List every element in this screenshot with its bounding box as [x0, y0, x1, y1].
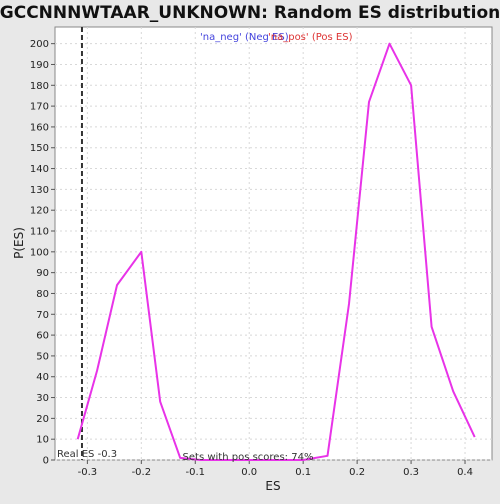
series-line [76, 42, 476, 461]
legend: 'na_neg' (Neg ES)'na_pos' (Pos ES) [200, 32, 353, 43]
x-tick-label: 0.3 [403, 467, 419, 478]
y-tick-label: 30 [36, 393, 49, 404]
x-tick-label: 0.2 [349, 467, 365, 478]
y-tick-label: 180 [30, 81, 49, 92]
grid-lines [55, 27, 492, 461]
x-axis-label: ES [265, 479, 280, 493]
y-tick-label: 100 [30, 247, 49, 258]
y-tick-label: 50 [36, 351, 49, 362]
y-tick-label: 70 [36, 310, 49, 321]
y-tick-label: 200 [30, 39, 49, 50]
series-layer [76, 42, 476, 461]
x-tick-label: -0.2 [132, 467, 152, 478]
y-tick-label: 10 [36, 435, 49, 446]
x-tick-label: -0.1 [186, 467, 206, 478]
x-tick-label: -0.3 [78, 467, 98, 478]
y-tick-label: 0 [43, 456, 49, 467]
real-es-marker: Real ES -0.3 [57, 27, 117, 460]
y-tick-label: 160 [30, 122, 49, 133]
y-tick-label: 110 [30, 227, 49, 238]
pos-scores-annotation: Sets with pos scores: 74% [183, 452, 314, 463]
y-tick-label: 150 [30, 143, 49, 154]
axis-ticks: 0 10 20 30 40 50 60 70 80 90 100 110 120 130 140 150 160… [30, 39, 473, 478]
y-tick-label: 60 [36, 331, 49, 342]
x-tick-label: 0.0 [241, 467, 257, 478]
chart-title: GCCNNNWTAAR_UNKNOWN: Random ES distribut… [0, 3, 500, 23]
y-tick-label: 130 [30, 185, 49, 196]
y-tick-label: 120 [30, 206, 49, 217]
real-es-label: Real ES -0.3 [57, 449, 117, 460]
y-tick-label: 170 [30, 102, 49, 113]
y-axis-label: P(ES) [12, 227, 26, 259]
legend-pos: 'na_pos' (Pos ES) [268, 32, 353, 43]
plot-area [54, 26, 493, 461]
x-tick-label: 0.1 [295, 467, 311, 478]
y-tick-label: 40 [36, 372, 49, 383]
legend-neg: 'na_neg' (Neg ES) [200, 32, 289, 43]
y-tick-label: 20 [36, 414, 49, 425]
y-tick-label: 80 [36, 289, 49, 300]
y-tick-label: 90 [36, 268, 49, 279]
x-tick-label: 0.4 [457, 467, 473, 478]
y-tick-label: 140 [30, 164, 49, 175]
y-tick-label: 190 [30, 60, 49, 71]
